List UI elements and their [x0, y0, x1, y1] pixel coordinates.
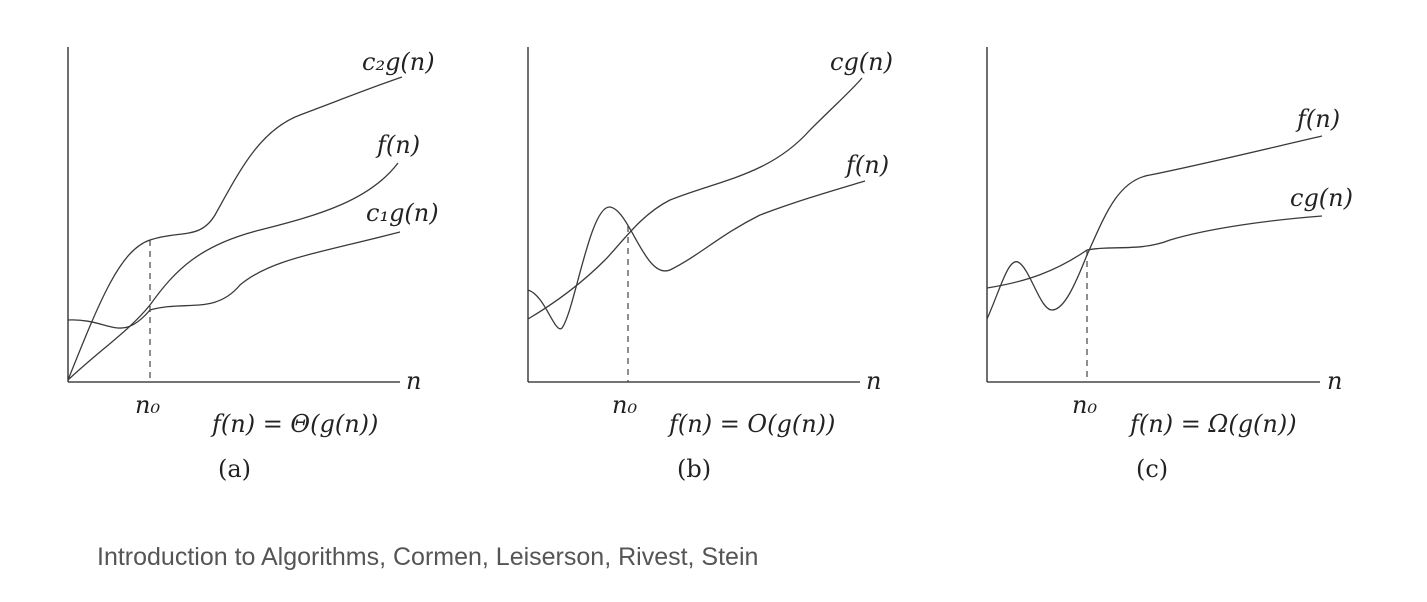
- panel-b-panel-label: (b): [677, 455, 711, 483]
- panel-a-curve-label-2: f(n): [375, 131, 420, 159]
- panel-a-relation: f(n) = Θ(g(n)): [210, 410, 378, 438]
- panel-c-curve-label-1: f(n): [1295, 105, 1340, 133]
- panel-c-curve-cgn: [986, 215, 1323, 289]
- panel-b-relation: f(n) = O(g(n)): [667, 410, 835, 438]
- asymptotic-notation-figure: c₂g(n) f(n) c₁g(n) n n₀ f(n) = Θ(g(n)) (…: [67, 47, 1353, 483]
- panel-c-curve-label-2: cg(n): [1290, 184, 1353, 212]
- panel-c-relation: f(n) = Ω(g(n)): [1128, 410, 1297, 438]
- panel-c-curve-fn: [986, 135, 1323, 320]
- panel-b-curve-label-1: cg(n): [830, 48, 893, 76]
- panel-b-curve-cgn: [527, 77, 863, 320]
- panel-a-x-axis-label: n: [406, 367, 421, 395]
- panel-b-threshold-label: n₀: [612, 391, 637, 419]
- panel-a-threshold-label: n₀: [135, 391, 160, 419]
- panel-b-x-axis-label: n: [866, 367, 881, 395]
- panel-b-curve-fn: [527, 180, 866, 330]
- panel-a-panel-label: (a): [218, 455, 251, 483]
- panel-a-curve-fn: [67, 162, 399, 381]
- figure-caption: Introduction to Algorithms, Cormen, Leis…: [97, 543, 759, 571]
- panel-a-curve-c2gn: [67, 76, 403, 381]
- panel-a-curve-label-1: c₂g(n): [362, 48, 435, 76]
- panel-b: cg(n) f(n) n n₀ f(n) = O(g(n)) (b): [527, 47, 893, 483]
- panel-c-panel-label: (c): [1136, 455, 1168, 483]
- panel-a: c₂g(n) f(n) c₁g(n) n n₀ f(n) = Θ(g(n)) (…: [67, 47, 439, 483]
- panel-c-x-axis-label: n: [1327, 367, 1342, 395]
- panel-c-threshold-label: n₀: [1072, 391, 1097, 419]
- panel-a-curve-label-3: c₁g(n): [366, 199, 439, 227]
- panel-b-curve-label-2: f(n): [844, 151, 889, 179]
- panel-a-curve-c1gn: [67, 231, 401, 329]
- panel-c: f(n) cg(n) n n₀ f(n) = Ω(g(n)) (c): [986, 47, 1353, 483]
